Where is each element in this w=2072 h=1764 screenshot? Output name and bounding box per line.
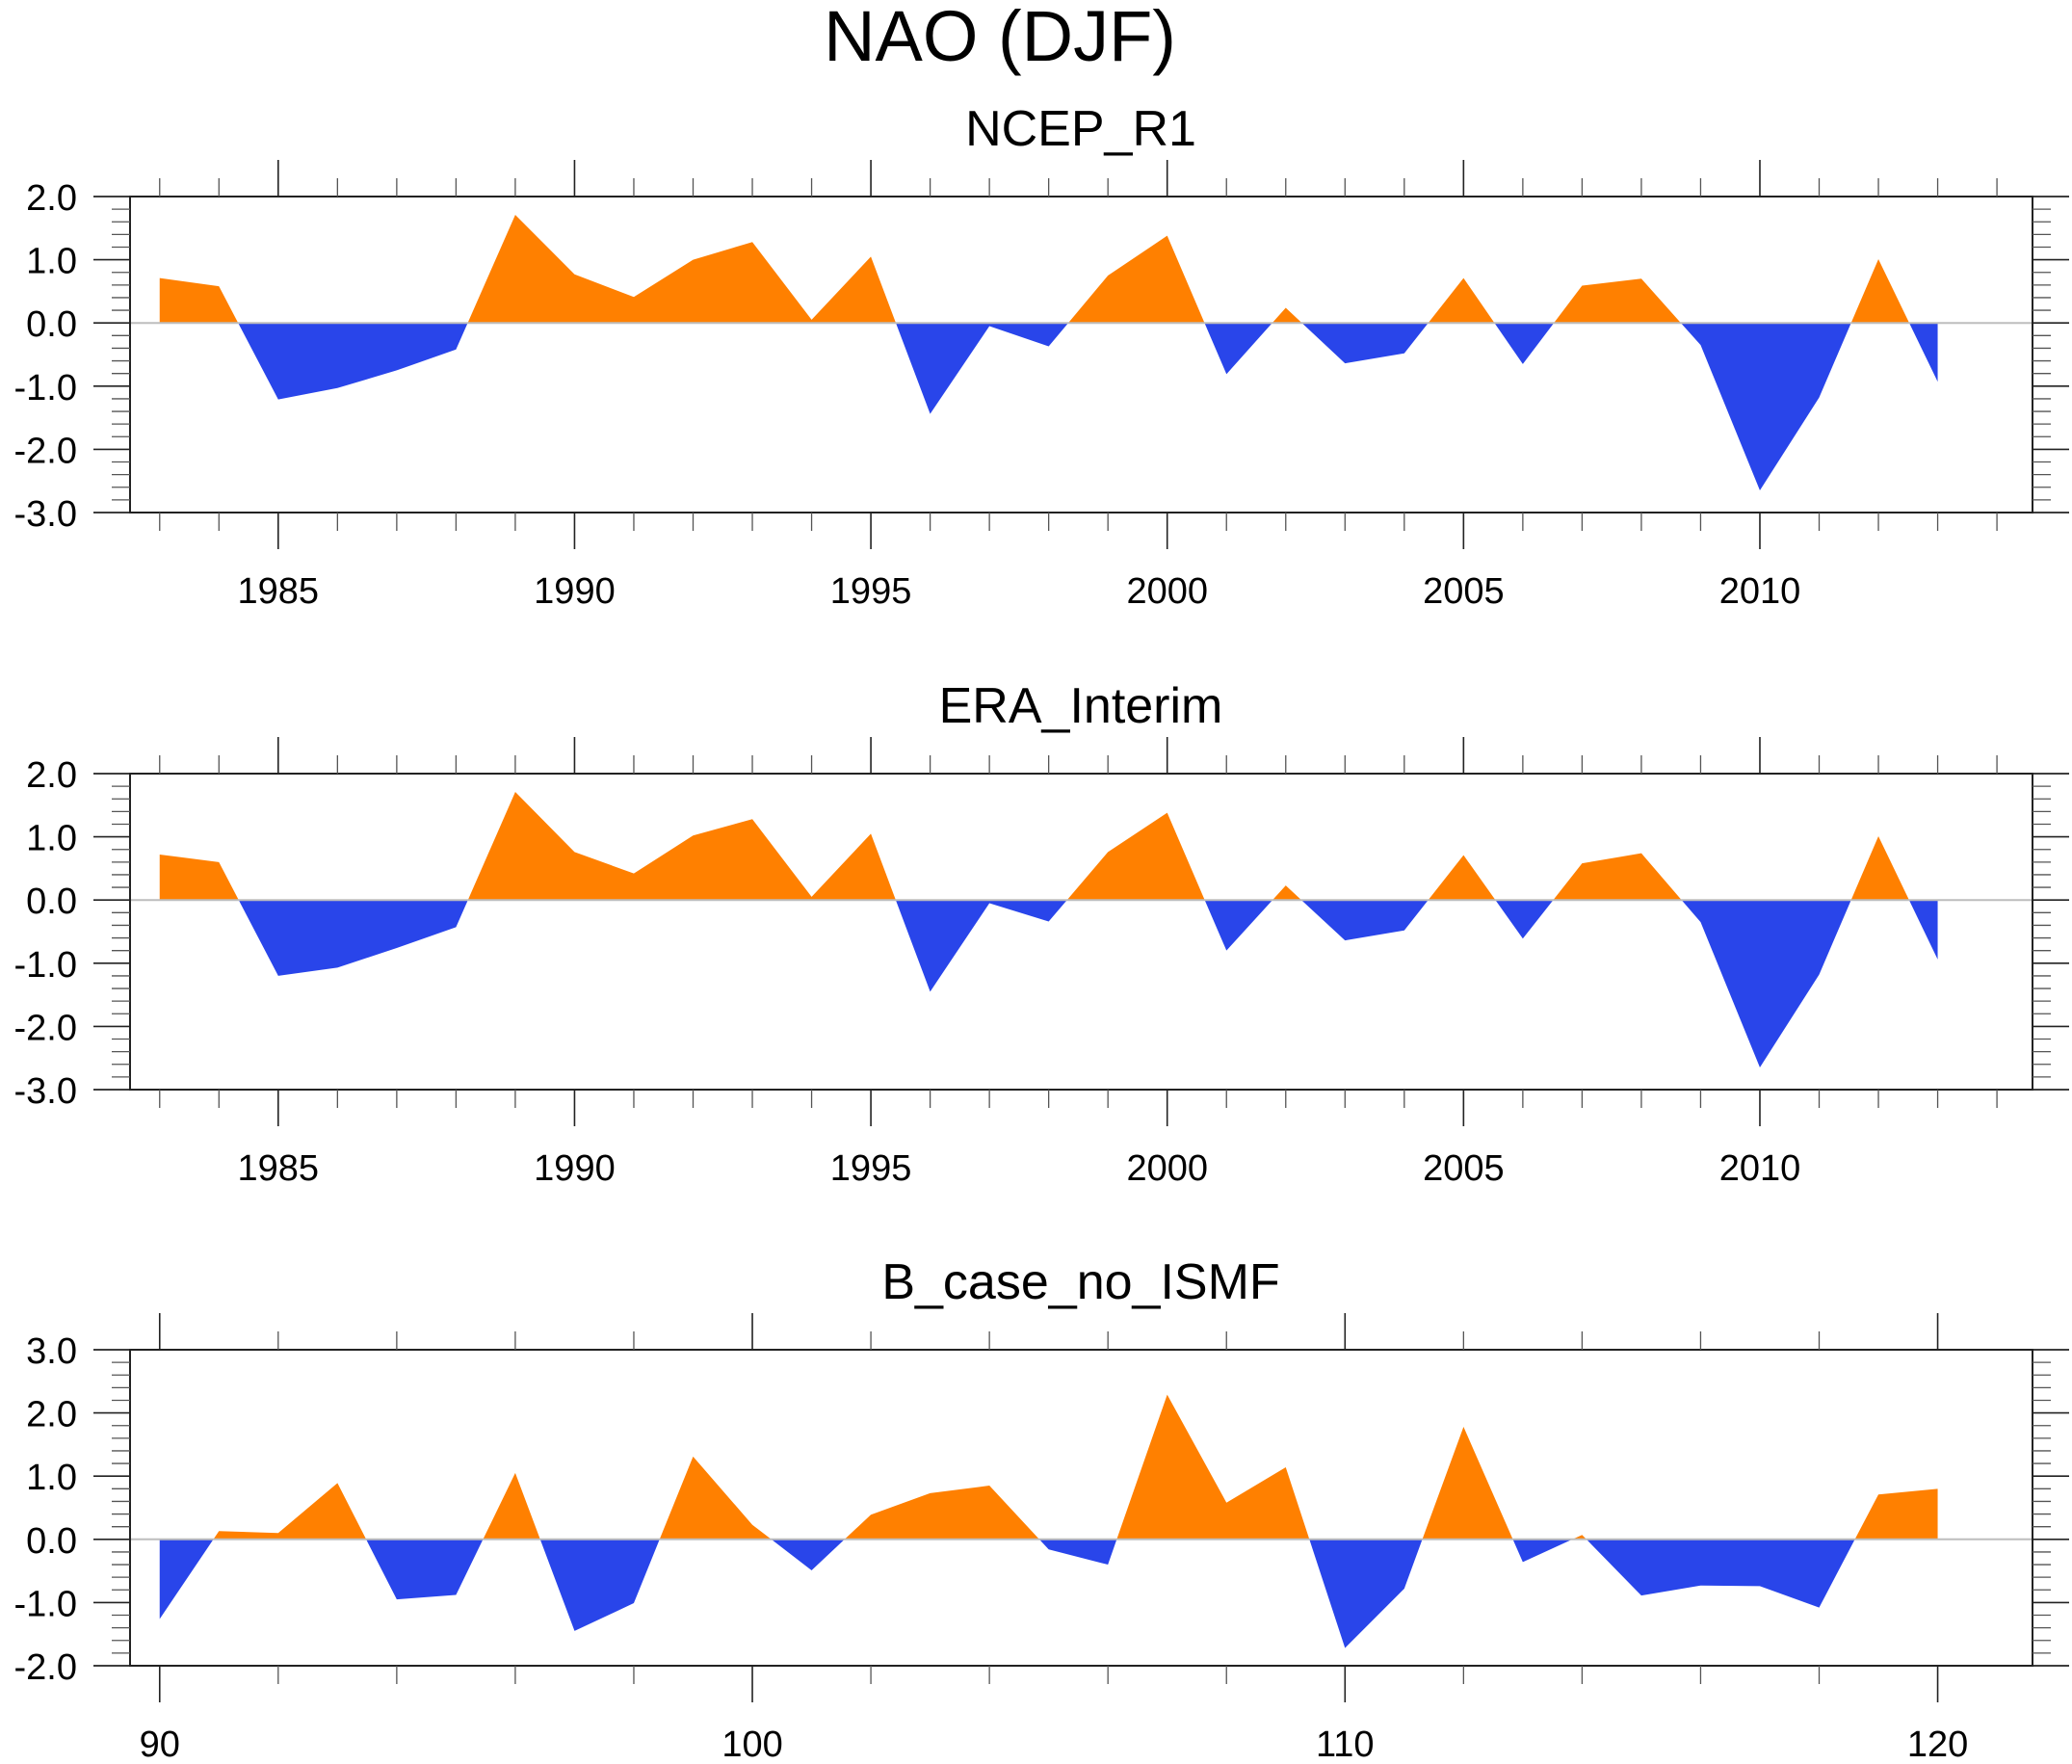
y-tick-label: 2.0	[26, 755, 77, 796]
x-tick-label: 2010	[1719, 571, 1801, 612]
x-tick-label: 2010	[1719, 1148, 1801, 1189]
y-tick-label: -2.0	[14, 431, 77, 471]
x-tick-label: 1985	[238, 1148, 320, 1189]
x-tick-label: 100	[721, 1725, 782, 1764]
x-tick-label: 120	[1907, 1725, 1968, 1764]
y-tick-label: 1.0	[26, 819, 77, 859]
panel-title: NCEP_R1	[965, 101, 1196, 157]
y-tick-label: -3.0	[14, 1071, 77, 1112]
y-tick-label: 0.0	[26, 304, 77, 345]
y-tick-label: -3.0	[14, 494, 77, 535]
x-tick-label: 1995	[830, 1148, 912, 1189]
x-tick-label: 90	[140, 1725, 180, 1764]
y-tick-label: -1.0	[14, 368, 77, 408]
panel-title: B_case_no_ISMF	[881, 1254, 1279, 1310]
y-tick-label: 0.0	[26, 1521, 77, 1562]
y-tick-label: 2.0	[26, 178, 77, 219]
x-tick-label: 1990	[534, 571, 616, 612]
positive-area	[159, 215, 1938, 324]
x-tick-label: 1985	[238, 571, 320, 612]
y-tick-label: -1.0	[14, 1584, 77, 1624]
y-tick-label: 0.0	[26, 882, 77, 922]
x-tick-label: 1990	[534, 1148, 616, 1189]
x-tick-label: 2005	[1423, 1148, 1505, 1189]
y-tick-label: 1.0	[26, 1458, 77, 1498]
negative-area	[159, 1539, 1938, 1648]
x-tick-label: 1995	[830, 571, 912, 612]
plot-frame	[129, 1349, 2033, 1667]
negative-area	[159, 900, 1938, 1068]
negative-area	[159, 323, 1938, 491]
y-tick-label: 3.0	[26, 1331, 77, 1372]
y-tick-label: 1.0	[26, 242, 77, 282]
x-tick-label: 2005	[1423, 571, 1505, 612]
x-tick-label: 2000	[1126, 1148, 1208, 1189]
panel-era-interim: ERA_Interim 1985 1990 1995 2000 2005 2010 -3.0…	[14, 678, 2069, 1189]
y-tick-label: -2.0	[14, 1008, 77, 1048]
x-tick-label: 110	[1316, 1725, 1375, 1764]
positive-area	[159, 792, 1938, 901]
panel-b-case-no-ismf: B_case_no_ISMF 90 100 110 120 -2.0 -1.0 0.0 1.0…	[14, 1254, 2069, 1764]
x-tick-label: 2000	[1126, 571, 1208, 612]
y-tick-label: 2.0	[26, 1395, 77, 1435]
positive-area	[159, 1394, 1938, 1540]
main-title: NAO (DJF)	[824, 0, 1176, 76]
panel-title: ERA_Interim	[939, 678, 1223, 734]
panel-ncep-r1: NCEP_R1 1985 1990 1995 2000 2005 2010 -3.0 -2.0…	[14, 101, 2069, 612]
y-tick-label: -1.0	[14, 945, 77, 986]
y-tick-label: -2.0	[14, 1647, 77, 1688]
